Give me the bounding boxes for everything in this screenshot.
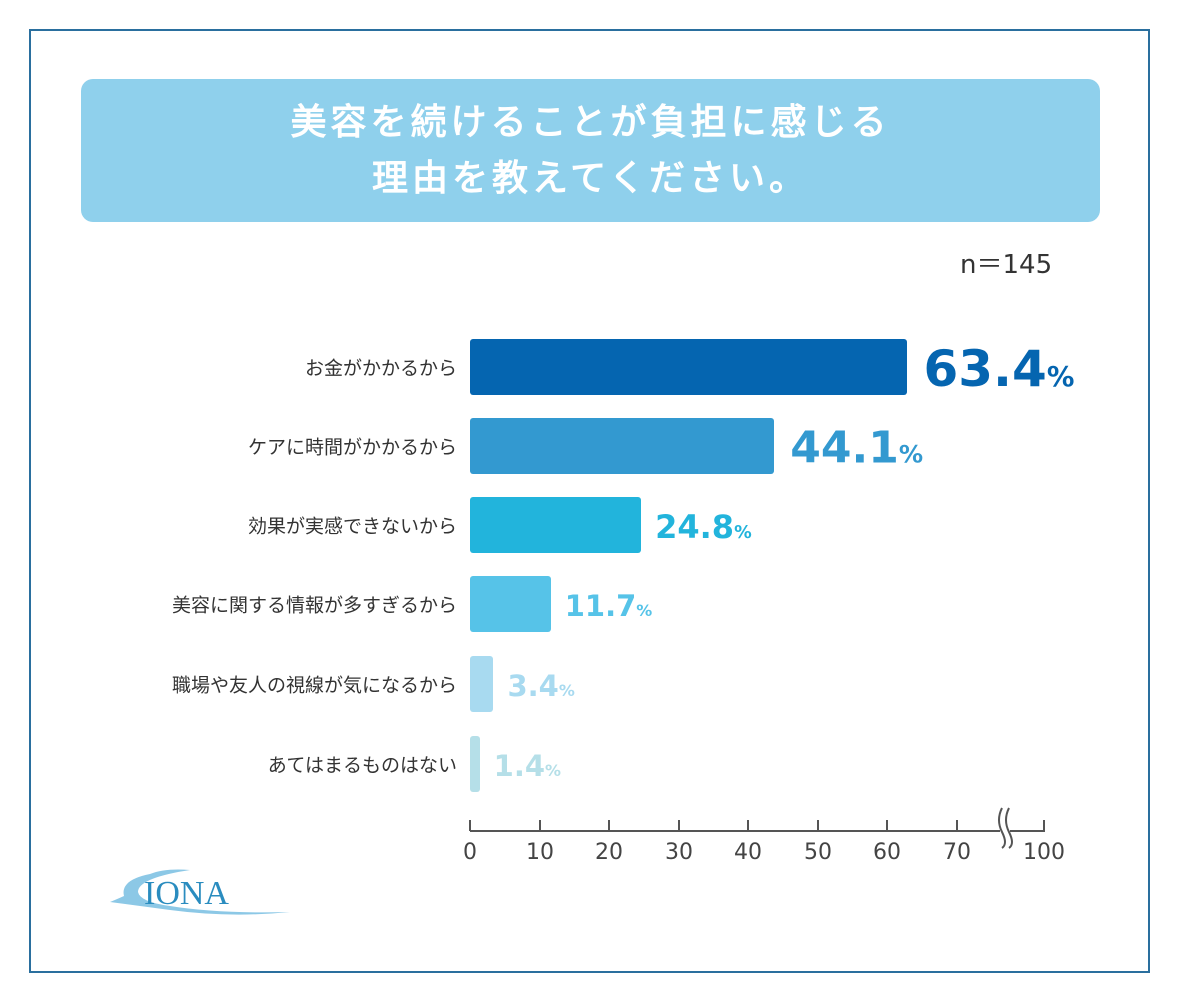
value-label: 44.1% <box>790 423 923 474</box>
title-line-1: 美容を続けることが負担に感じる <box>290 102 891 143</box>
value-label: 63.4% <box>923 340 1074 398</box>
value-label: 24.8% <box>655 508 752 546</box>
value-label: 1.4% <box>494 749 561 783</box>
percent-sign: % <box>1046 361 1075 393</box>
percent-sign: % <box>558 681 575 700</box>
logo-swoosh-icon: IONA <box>110 869 290 915</box>
tick-label: 50 <box>804 840 832 865</box>
percent-sign: % <box>545 761 561 780</box>
percent-sign: % <box>636 601 653 620</box>
value-label: 3.4% <box>507 669 574 703</box>
percent-sign: % <box>898 440 924 469</box>
chart-frame <box>29 29 1150 973</box>
value-number: 11.7 <box>564 589 637 623</box>
tick-label: 0 <box>463 840 477 865</box>
tick-label: 30 <box>665 840 693 865</box>
axis-break-icon <box>998 807 1006 849</box>
tick-label: 20 <box>595 840 623 865</box>
svg-text:IONA: IONA <box>144 875 229 912</box>
value-number: 44.1 <box>790 422 899 474</box>
category-label: あてはまるものはない <box>267 754 457 777</box>
category-label: 効果が実感できないから <box>247 515 457 538</box>
value-number: 63.4 <box>923 340 1047 398</box>
value-number: 1.4 <box>493 749 546 783</box>
bar <box>470 576 551 632</box>
chart-title: 美容を続けることが負担に感じる 理由を教えてください。 <box>81 79 1100 222</box>
bar <box>470 418 775 474</box>
category-label: ケアに時間がかかるから <box>247 436 457 459</box>
tick-label: 70 <box>943 840 971 865</box>
tick-label: 100 <box>1023 840 1065 865</box>
value-number: 24.8 <box>655 508 735 546</box>
category-label: お金がかかるから <box>304 357 457 380</box>
title-line-2: 理由を教えてください。 <box>371 158 810 199</box>
sample-size: n＝145 <box>960 250 1053 280</box>
value-number: 3.4 <box>507 669 559 703</box>
bar <box>470 497 642 553</box>
tick-label: 40 <box>734 840 762 865</box>
iona-logo: IONA <box>110 862 300 926</box>
tick-label: 10 <box>526 840 554 865</box>
bar <box>470 736 480 792</box>
bar <box>470 339 908 395</box>
category-label: 職場や友人の視線が気になるから <box>171 674 457 697</box>
percent-sign: % <box>734 523 752 543</box>
value-label: 11.7% <box>565 589 653 623</box>
bar <box>470 656 494 712</box>
category-label: 美容に関する情報が多すぎるから <box>171 594 457 617</box>
tick-label: 60 <box>873 840 901 865</box>
axis-break-icon <box>1005 807 1013 849</box>
